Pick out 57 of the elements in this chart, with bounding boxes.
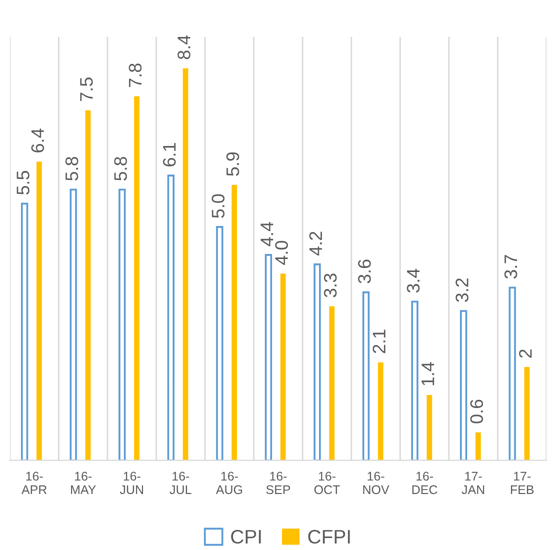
legend-label: CFPI — [308, 530, 350, 544]
bar — [167, 174, 174, 460]
bar — [118, 188, 126, 460]
data-label: 4.0 — [275, 240, 288, 265]
bar — [378, 362, 384, 460]
data-label: 4.4 — [260, 222, 274, 246]
x-tick-label: 16-AUG — [216, 472, 242, 494]
x-tick-label: 16-JUN — [120, 472, 144, 494]
data-label: 8.4 — [178, 35, 190, 60]
data-label: 6.1 — [162, 143, 176, 166]
x-tick-label: 16-OCT — [314, 472, 340, 494]
data-label: 5.8 — [65, 156, 78, 181]
data-label: 3.6 — [358, 260, 371, 284]
bar — [280, 274, 286, 460]
bar — [264, 254, 272, 460]
bar — [362, 291, 370, 460]
data-label: 3.7 — [504, 255, 518, 279]
x-tick-label: 16-MAY — [71, 472, 96, 494]
bar — [524, 366, 530, 460]
x-tick-label: 17-FEB — [510, 472, 534, 494]
bar — [182, 68, 188, 460]
bar — [426, 394, 432, 460]
x-tick-label: 16-SEP — [266, 472, 290, 494]
data-label: 7.5 — [80, 78, 93, 101]
data-label: 5.5 — [16, 170, 30, 195]
bar — [314, 263, 321, 460]
data-label: 1.4 — [422, 362, 434, 386]
x-tick-label: 16-NOV — [363, 472, 390, 494]
x-tick-label: 16-APR — [22, 472, 47, 494]
data-label: 4.2 — [309, 232, 322, 256]
data-label: 2 — [519, 350, 532, 358]
bar — [476, 432, 481, 460]
bar — [36, 162, 42, 460]
bar — [85, 110, 91, 460]
data-label: 3.2 — [456, 278, 468, 302]
bar — [70, 188, 77, 460]
bar — [134, 96, 140, 460]
bar — [460, 310, 468, 460]
bar — [20, 202, 28, 460]
x-tick-label: 16-DEC — [412, 472, 438, 494]
bar — [508, 286, 516, 460]
x-tick-label: 17-JAN — [462, 472, 484, 494]
data-label: 5.8 — [114, 156, 127, 181]
bar — [329, 306, 335, 460]
x-tick-label: 16-JUL — [170, 472, 192, 494]
legend-label: CPI — [231, 530, 261, 544]
data-label: 5.9 — [226, 152, 240, 176]
data-label: 3.3 — [324, 274, 337, 298]
data-label: 5.0 — [212, 194, 225, 218]
data-label: 2.1 — [372, 330, 386, 354]
data-label: 7.8 — [128, 64, 142, 87]
bar — [232, 184, 237, 460]
data-label: 0.6 — [470, 400, 484, 424]
data-label: 6.4 — [31, 128, 44, 152]
data-label: 3.4 — [406, 268, 420, 293]
bar — [216, 226, 224, 460]
bar — [411, 300, 418, 460]
